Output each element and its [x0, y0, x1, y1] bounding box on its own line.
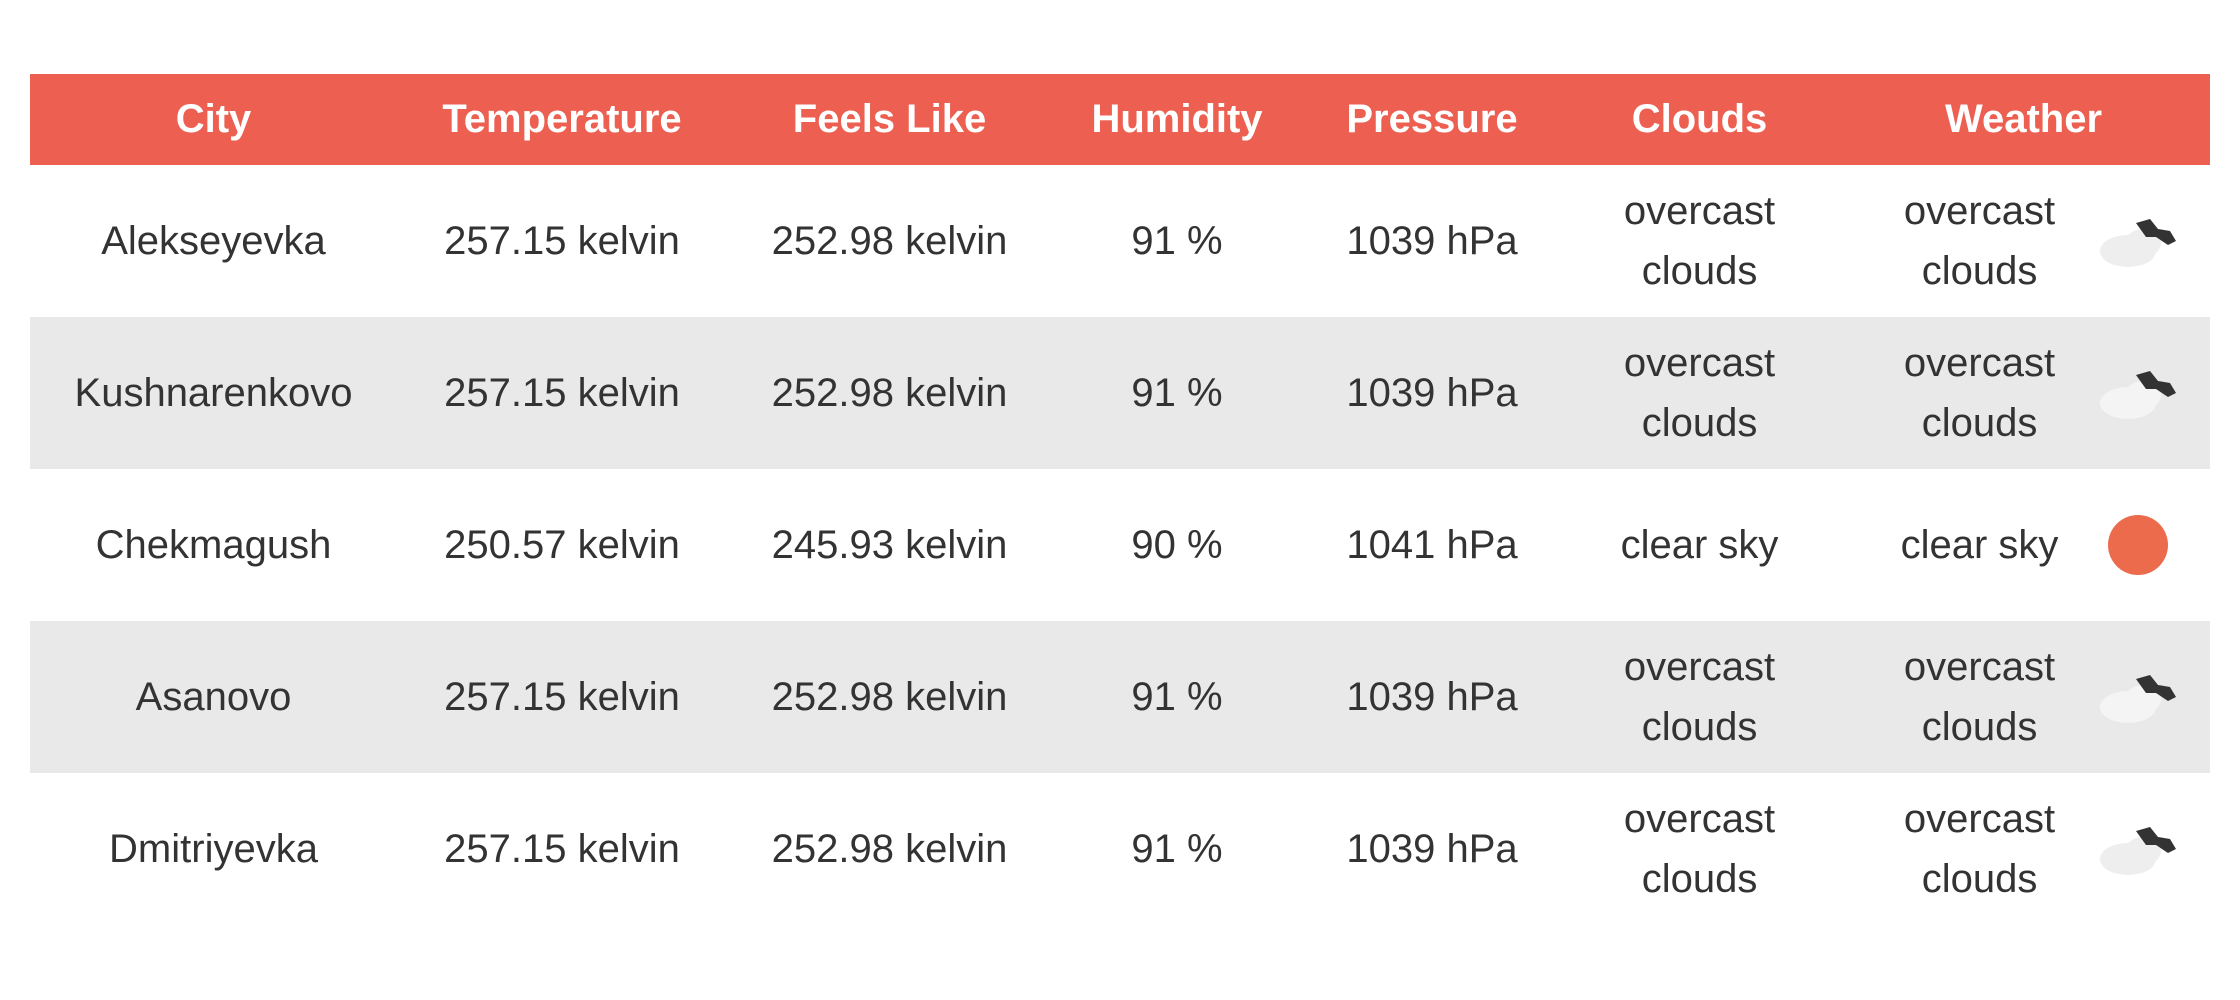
table-row: Asanovo 257.15 kelvin 252.98 kelvin 91 %…	[30, 621, 2210, 773]
cell-feels-like: 252.98 kelvin	[771, 827, 1008, 871]
cell-weather-text: overcast clouds	[1903, 341, 2056, 445]
cell-city: Dmitriyevka	[109, 827, 318, 871]
cell-pressure: 1039 hPa	[1346, 675, 1518, 719]
cell-feels-like: 252.98 kelvin	[771, 219, 1008, 263]
table-header: City Temperature Feels Like Humidity Pre…	[30, 74, 2210, 165]
table-header-row: City Temperature Feels Like Humidity Pre…	[30, 74, 2210, 165]
cell-pressure: 1039 hPa	[1346, 827, 1518, 871]
table-row: Chekmagush 250.57 kelvin 245.93 kelvin 9…	[30, 469, 2210, 621]
cell-pressure: 1039 hPa	[1346, 371, 1518, 415]
cell-weather: overcast clouds	[1837, 317, 2210, 469]
cell-clouds-text: overcast clouds	[1623, 341, 1776, 445]
cell-feels-like: 252.98 kelvin	[771, 675, 1008, 719]
header-humidity: Humidity	[1091, 97, 1263, 141]
cell-weather: overcast clouds	[1837, 165, 2210, 317]
cell-clouds: overcast clouds	[1562, 317, 1837, 469]
cell-city: Asanovo	[135, 675, 292, 719]
cell-clouds-text: overcast clouds	[1623, 189, 1776, 293]
cell-clouds-text: clear sky	[1620, 523, 1779, 567]
table-row: Alekseyevka 257.15 kelvin 252.98 kelvin …	[30, 165, 2210, 317]
cell-weather: clear sky	[1837, 469, 2210, 621]
header-feels-like: Feels Like	[792, 97, 987, 141]
cell-weather-text: overcast clouds	[1903, 189, 2056, 293]
cell-humidity: 91 %	[1131, 219, 1223, 263]
cell-clouds: overcast clouds	[1562, 621, 1837, 773]
clear-sky-sun-icon	[2088, 505, 2188, 585]
cell-clouds: overcast clouds	[1562, 165, 1837, 317]
cell-city: Chekmagush	[95, 523, 332, 567]
header-pressure: Pressure	[1346, 97, 1518, 141]
overcast-clouds-icon	[2088, 353, 2188, 433]
weather-table-container: City Temperature Feels Like Humidity Pre…	[30, 74, 2210, 925]
header-temperature: Temperature	[442, 97, 682, 141]
cell-clouds: overcast clouds	[1562, 773, 1837, 925]
cell-temperature: 250.57 kelvin	[444, 523, 680, 567]
cell-temperature: 257.15 kelvin	[444, 219, 680, 263]
cell-feels-like: 252.98 kelvin	[771, 371, 1008, 415]
cell-weather: overcast clouds	[1837, 773, 2210, 925]
cell-weather-text: overcast clouds	[1903, 645, 2056, 749]
cell-city: Alekseyevka	[101, 219, 326, 263]
header-clouds: Clouds	[1631, 97, 1768, 141]
cell-weather: overcast clouds	[1837, 621, 2210, 773]
cell-humidity: 90 %	[1131, 523, 1223, 567]
weather-table: City Temperature Feels Like Humidity Pre…	[30, 74, 2210, 925]
cell-city: Kushnarenkovo	[74, 371, 353, 415]
table-row: Dmitriyevka 257.15 kelvin 252.98 kelvin …	[30, 773, 2210, 925]
cell-weather-text: clear sky	[1900, 523, 2059, 567]
cell-temperature: 257.15 kelvin	[444, 371, 680, 415]
header-city: City	[175, 97, 252, 141]
cell-clouds-text: overcast clouds	[1623, 797, 1776, 901]
cell-pressure: 1041 hPa	[1346, 523, 1518, 567]
cell-pressure: 1039 hPa	[1346, 219, 1518, 263]
cell-feels-like: 245.93 kelvin	[771, 523, 1008, 567]
cell-clouds: clear sky	[1562, 469, 1837, 621]
table-row: Kushnarenkovo 257.15 kelvin 252.98 kelvi…	[30, 317, 2210, 469]
cell-humidity: 91 %	[1131, 827, 1223, 871]
cell-humidity: 91 %	[1131, 675, 1223, 719]
header-weather: Weather	[1944, 97, 2103, 141]
table-body: Alekseyevka 257.15 kelvin 252.98 kelvin …	[30, 165, 2210, 925]
overcast-clouds-icon	[2088, 657, 2188, 737]
cell-temperature: 257.15 kelvin	[444, 675, 680, 719]
cell-temperature: 257.15 kelvin	[444, 827, 680, 871]
cell-clouds-text: overcast clouds	[1623, 645, 1776, 749]
overcast-clouds-icon	[2088, 809, 2188, 889]
cell-weather-text: overcast clouds	[1903, 797, 2056, 901]
cell-humidity: 91 %	[1131, 371, 1223, 415]
overcast-clouds-icon	[2088, 201, 2188, 281]
